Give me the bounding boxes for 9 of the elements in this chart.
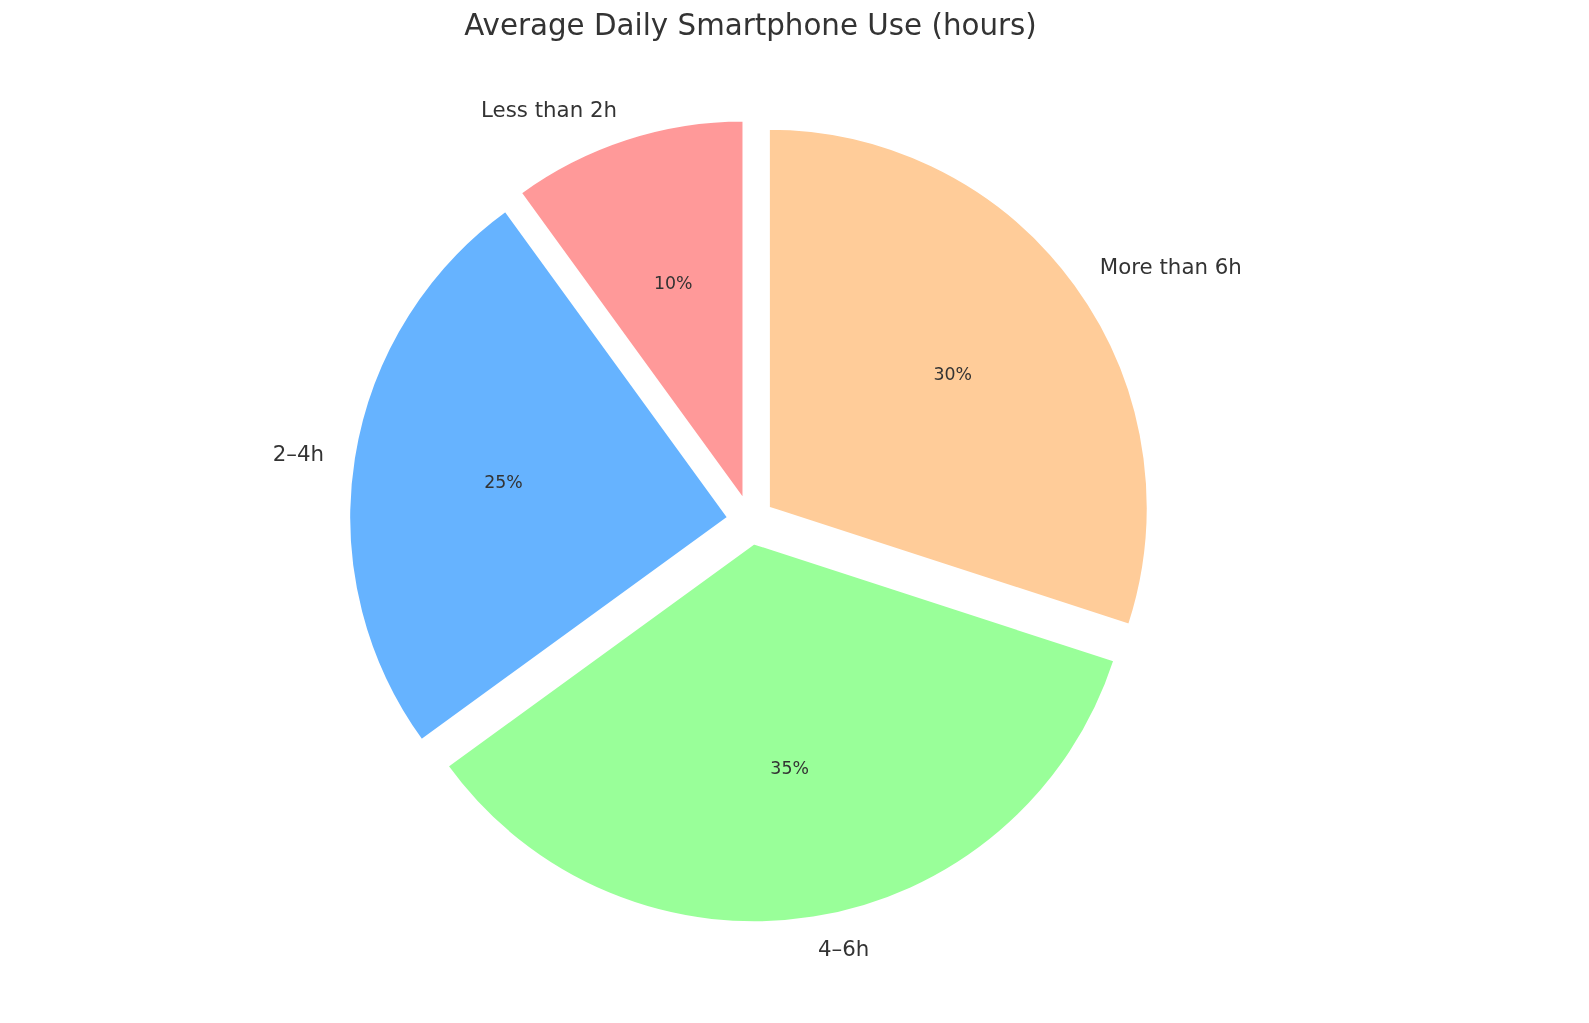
data-label: 10% bbox=[653, 272, 693, 293]
data-label: 35% bbox=[770, 758, 809, 779]
slice-label: 2–4h bbox=[272, 440, 325, 466]
slice-label: Less than 2h bbox=[481, 96, 618, 122]
data-label: 25% bbox=[484, 471, 523, 492]
slice-label: More than 6h bbox=[1099, 254, 1242, 280]
chart-title: Average Daily Smartphone Use (hours) bbox=[464, 7, 1037, 42]
slice-label: 4–6h bbox=[818, 935, 870, 961]
data-label: 30% bbox=[933, 363, 973, 384]
